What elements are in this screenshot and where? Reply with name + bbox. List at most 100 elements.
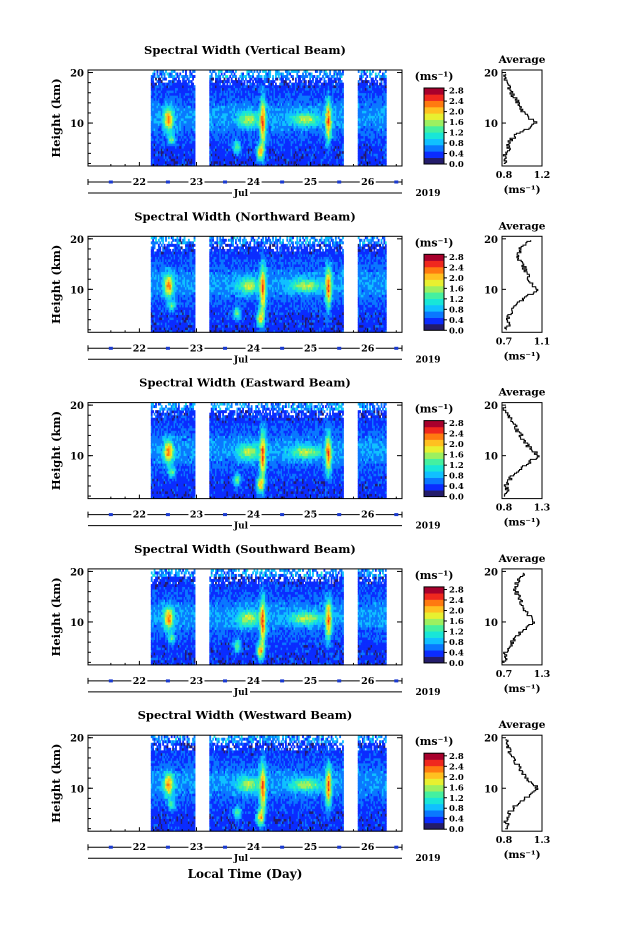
heatmap-cell [332,83,334,86]
heatmap-cell [224,83,226,86]
heatmap-cell [194,123,196,126]
x-axis-label: Local Time (Day) [188,867,303,881]
heatmap-cell [342,148,344,151]
heatmap-cell [194,153,196,156]
heatmap-cell [325,80,327,83]
heatmap-cell [295,80,297,83]
heatmap-cell [252,73,254,76]
heatmap-cell [361,73,363,76]
heatmap-cell [179,73,181,76]
heatmap-cell [192,78,194,81]
heatmap-cell [342,128,344,131]
heatmap-cell [296,73,298,76]
heatmap-cell [179,80,181,83]
heatmap-cell [242,73,244,76]
heatmap-cell [194,138,196,141]
heatmap-cell [194,110,196,113]
heatmap-cell [194,90,196,93]
heatmap-cell [165,78,167,81]
heatmap-cell [158,75,160,78]
heatmap-cell [342,88,344,91]
heatmap-cell [286,75,288,78]
heatmap-cell [342,121,344,124]
panel-0: Spectral Width (Vertical Beam)1020Height… [49,43,550,199]
heatmap-cell [342,143,344,146]
heatmap-cell [194,148,196,151]
heatmap-cell [342,105,344,108]
heatmap-cell [342,126,344,129]
heatmap-cell [211,75,213,78]
heatmap-cell [366,83,368,86]
heatmap-cell [212,78,214,81]
heatmap-cell [176,73,178,76]
heatmap-cell [342,118,344,121]
heatmap-cell [342,131,344,134]
heatmap-cell [319,80,321,83]
heatmap-cell [311,73,313,76]
heatmap-cell [341,75,343,78]
heatmap-cell [268,78,270,81]
heatmap-cell [252,75,254,78]
heatmap-cell [229,83,231,86]
heatmap-cell [375,78,377,81]
heatmap-cell [329,73,331,76]
heatmap-cell [222,75,224,78]
heatmap-cell [272,83,274,86]
heatmap-cell [192,83,194,86]
heatmap-cell [288,83,290,86]
heatmap-cell [362,75,364,78]
heatmap-cell [154,75,156,78]
heatmap-cell [231,73,233,76]
heatmap-cell [157,73,159,76]
heatmap-cell [218,73,220,76]
heatmap-cell [234,73,236,76]
heatmap-cell [322,75,324,78]
heatmap-cell [194,121,196,124]
heatmap-cell [369,75,371,78]
heatmap-cell [285,80,287,83]
panel-title: Spectral Width (Vertical Beam) [144,43,346,57]
heatmap-cell [244,80,246,83]
heatmap-cell [261,78,263,81]
heatmap-cell [342,138,344,141]
heatmap-cell [342,100,344,103]
heatmap-cell [188,78,190,81]
heatmap-cell [185,80,187,83]
heatmap-cell [326,73,328,76]
heatmap-cell [188,83,190,86]
heatmap-cell [301,80,303,83]
heatmap-cell [242,78,244,81]
heatmap-cell [365,78,367,81]
heatmap-cell [342,115,344,118]
heatmap-cell [224,73,226,76]
heatmap-cell [185,73,187,76]
heatmap-cell [241,80,243,83]
heatmap-cell [333,75,335,78]
heatmap-cell [191,73,193,76]
heatmap-cell [161,75,163,78]
heatmap-cell [194,118,196,121]
heatmap-cell [376,80,378,83]
heatmap-cell [288,78,290,81]
heatmap-cell [302,73,304,76]
heatmap-cell [342,141,344,144]
heatmap-cell [312,78,314,81]
heatmap-cell [342,113,344,116]
heatmap-cell [245,78,247,81]
heatmap-cell [194,115,196,118]
heatmap-cell [194,95,196,98]
heatmap-cell [194,98,196,101]
heatmap-cell [161,80,163,83]
heatmap-cell [245,75,247,78]
heatmap-cell [175,78,177,81]
heatmap-cell [289,80,291,83]
heatmap-cell [342,161,344,164]
heatmap-cell [272,78,274,81]
heatmap-cell [314,75,316,78]
heatmap-cell [321,78,323,81]
heatmap-cell [194,126,196,129]
heatmap-cell [194,85,196,88]
heatmap-cell [194,161,196,164]
